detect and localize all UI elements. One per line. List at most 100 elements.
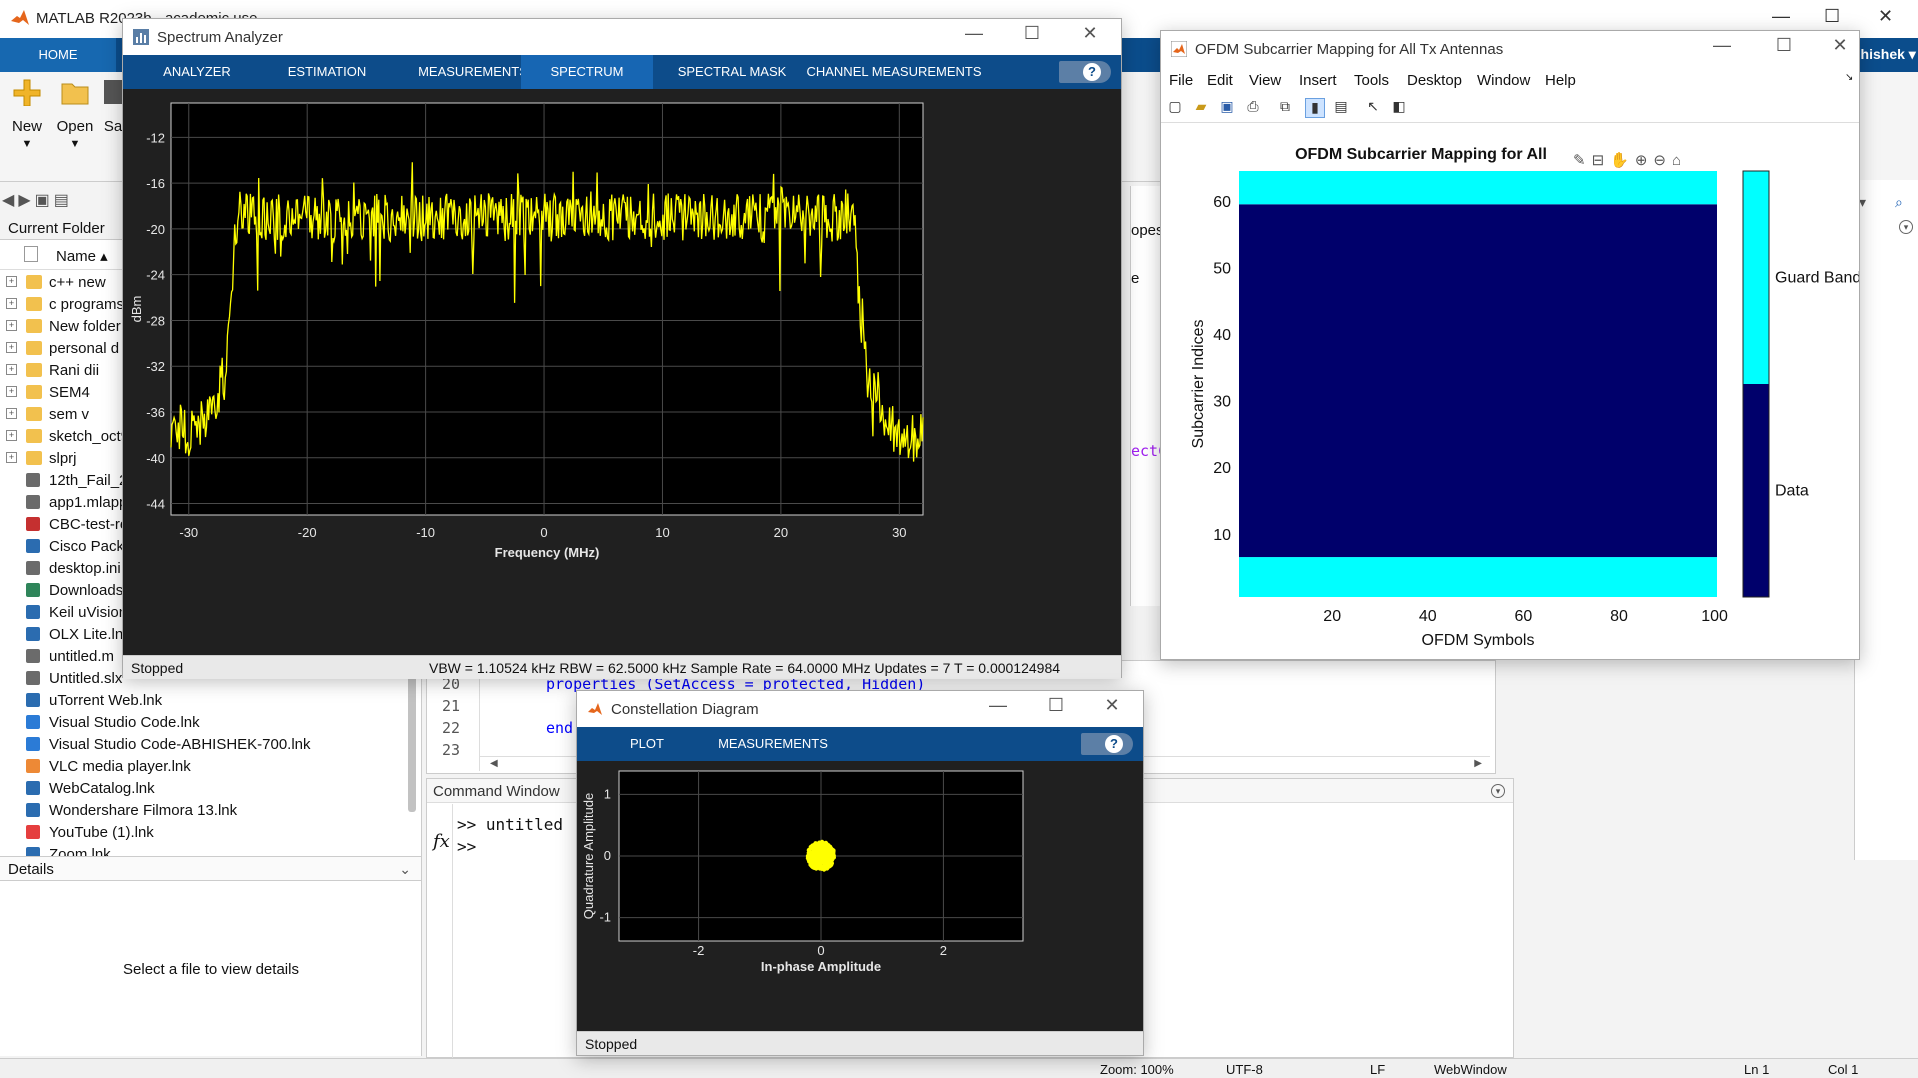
link-plot-icon[interactable]: ⧉ bbox=[1280, 98, 1290, 114]
tab-analyzer[interactable]: ANALYZER bbox=[163, 64, 231, 79]
folder-item[interactable]: + SEM4 bbox=[0, 382, 408, 404]
file-item[interactable]: uTorrent Web.lnk bbox=[0, 690, 408, 712]
pointer-icon[interactable]: ↖ bbox=[1367, 98, 1379, 114]
panel-menu-icon[interactable]: ▾ bbox=[1899, 220, 1913, 234]
minimize-icon[interactable]: — bbox=[1772, 6, 1790, 26]
maximize-icon[interactable]: ☐ bbox=[1047, 695, 1065, 715]
code-line-20[interactable]: properties (SetAccess = protected, Hidde… bbox=[546, 675, 926, 693]
open-button[interactable]: Open ▼ bbox=[56, 78, 94, 150]
close-icon[interactable]: ✕ bbox=[1104, 695, 1120, 715]
file-item[interactable]: Wondershare Filmora 13.lnk bbox=[0, 800, 408, 822]
menu-help[interactable]: Help bbox=[1545, 72, 1576, 89]
menu-tools[interactable]: Tools bbox=[1354, 72, 1390, 89]
file-item[interactable]: 12th_Fail_2 bbox=[0, 470, 408, 492]
new-button[interactable]: New ▼ bbox=[10, 78, 44, 150]
chevron-down-icon[interactable]: ▾ bbox=[1859, 194, 1867, 210]
expand-icon[interactable]: + bbox=[6, 298, 17, 309]
colorbar-icon[interactable]: ▮ bbox=[1305, 98, 1325, 118]
chevron-down-icon[interactable]: ⌄ bbox=[399, 861, 411, 877]
folder-item[interactable]: + personal d bbox=[0, 338, 408, 360]
menu-insert[interactable]: Insert bbox=[1299, 72, 1337, 89]
menu-view[interactable]: View bbox=[1249, 72, 1282, 89]
property-editor-icon[interactable]: ◧ bbox=[1392, 98, 1406, 114]
zoom-out-icon[interactable]: ⊖ bbox=[1653, 152, 1672, 169]
folder-item[interactable]: + New folder bbox=[0, 316, 408, 338]
folder-item[interactable]: + c programs bbox=[0, 294, 408, 316]
scroll-left-icon[interactable]: ◀ bbox=[490, 758, 498, 769]
folder-item[interactable]: + Rani dii bbox=[0, 360, 408, 382]
tab-channel-measurements[interactable]: CHANNEL MEASUREMENTS bbox=[806, 64, 982, 79]
maximize-icon[interactable]: ☐ bbox=[1824, 6, 1841, 26]
save-button[interactable]: Sa bbox=[102, 78, 124, 135]
file-item[interactable]: untitled.m bbox=[0, 646, 408, 668]
expand-icon[interactable]: + bbox=[6, 430, 17, 441]
forward-arrow-icon[interactable]: ▶ bbox=[18, 192, 31, 209]
data-tips-icon[interactable]: ⊟ bbox=[1591, 152, 1611, 169]
chevron-down-icon[interactable]: ▼ bbox=[21, 138, 33, 150]
file-item[interactable]: Visual Studio Code.lnk bbox=[0, 712, 408, 734]
tab-home[interactable]: HOME bbox=[0, 38, 116, 72]
fx-icon[interactable]: fx bbox=[433, 831, 450, 852]
file-item[interactable]: app1.mlapp bbox=[0, 492, 408, 514]
tab-spectral-mask[interactable]: SPECTRAL MASK bbox=[677, 64, 787, 79]
menu-file[interactable]: File bbox=[1169, 72, 1194, 89]
tab-estimation[interactable]: ESTIMATION bbox=[287, 64, 367, 79]
expand-icon[interactable]: + bbox=[6, 452, 17, 463]
menu-desktop[interactable]: Desktop bbox=[1407, 72, 1463, 89]
file-item[interactable]: YouTube (1).lnk bbox=[0, 822, 408, 844]
close-icon[interactable]: ✕ bbox=[1082, 23, 1098, 43]
file-item[interactable]: OLX Lite.lnk bbox=[0, 624, 408, 646]
chevron-down-icon[interactable]: ▼ bbox=[69, 138, 81, 150]
pan-icon[interactable]: ✋ bbox=[1610, 152, 1635, 169]
browse-folder-icon[interactable]: ▤ bbox=[53, 192, 69, 209]
file-item[interactable]: VLC media player.lnk bbox=[0, 756, 408, 778]
dock-icon[interactable]: ↘ bbox=[1845, 72, 1854, 83]
expand-icon[interactable]: + bbox=[6, 320, 17, 331]
folder-item[interactable]: + sketch_oct9 bbox=[0, 426, 408, 448]
code-line-22[interactable]: end bbox=[546, 719, 574, 737]
select-all-checkbox[interactable] bbox=[24, 246, 38, 262]
command-prompt[interactable]: >> bbox=[457, 837, 477, 856]
file-item[interactable]: Keil uVision bbox=[0, 602, 408, 624]
tab-plot[interactable]: PLOT bbox=[630, 736, 664, 751]
open-file-icon[interactable]: ▰ bbox=[1195, 98, 1207, 114]
scroll-right-icon[interactable]: ▶ bbox=[1474, 758, 1482, 769]
file-item[interactable]: CBC-test-re bbox=[0, 514, 408, 536]
folder-item[interactable]: + slprj bbox=[0, 448, 408, 470]
folder-item[interactable]: + sem v bbox=[0, 404, 408, 426]
expand-icon[interactable]: + bbox=[6, 386, 17, 397]
minimize-icon[interactable]: — bbox=[1713, 35, 1731, 55]
legend-icon[interactable]: ▤ bbox=[1334, 98, 1348, 114]
tab-spectrum[interactable]: SPECTRUM bbox=[521, 55, 653, 89]
up-folder-icon[interactable]: ▣ bbox=[34, 192, 50, 209]
close-icon[interactable]: ✕ bbox=[1878, 6, 1894, 26]
search-icon[interactable]: ⌕ bbox=[1895, 194, 1903, 210]
menu-edit[interactable]: Edit bbox=[1207, 72, 1233, 89]
print-icon[interactable]: ⎙ bbox=[1247, 98, 1259, 114]
file-item[interactable]: Cisco Packe bbox=[0, 536, 408, 558]
expand-icon[interactable]: + bbox=[6, 342, 17, 353]
folder-item[interactable]: + c++ new bbox=[0, 272, 408, 294]
file-item[interactable]: Untitled.slx bbox=[0, 668, 408, 690]
tab-measurements[interactable]: MEASUREMENTS bbox=[418, 64, 528, 79]
minimize-icon[interactable]: — bbox=[989, 695, 1007, 715]
menu-window[interactable]: Window bbox=[1477, 72, 1531, 89]
file-item[interactable]: Downloads bbox=[0, 580, 408, 602]
save-icon[interactable]: ▣ bbox=[1220, 98, 1234, 114]
user-menu[interactable]: bhishek ▾ bbox=[1852, 46, 1916, 62]
tab-measurements[interactable]: MEASUREMENTS bbox=[718, 736, 828, 751]
command-window-menu-icon[interactable]: ▾ bbox=[1491, 784, 1505, 798]
file-item[interactable]: WebCatalog.lnk bbox=[0, 778, 408, 800]
expand-icon[interactable]: + bbox=[6, 364, 17, 375]
name-column[interactable]: Name ▴ bbox=[56, 248, 108, 265]
expand-icon[interactable]: + bbox=[6, 276, 17, 287]
maximize-icon[interactable]: ☐ bbox=[1775, 35, 1793, 55]
help-button[interactable]: ? bbox=[1081, 733, 1133, 755]
close-icon[interactable]: ✕ bbox=[1832, 35, 1848, 55]
minimize-icon[interactable]: — bbox=[965, 23, 983, 43]
expand-icon[interactable]: + bbox=[6, 408, 17, 419]
file-item[interactable]: desktop.ini bbox=[0, 558, 408, 580]
brush-icon[interactable]: ✎ bbox=[1573, 152, 1592, 169]
file-item[interactable]: Visual Studio Code-ABHISHEK-700.lnk bbox=[0, 734, 408, 756]
home-icon[interactable]: ⌂ bbox=[1672, 152, 1688, 169]
